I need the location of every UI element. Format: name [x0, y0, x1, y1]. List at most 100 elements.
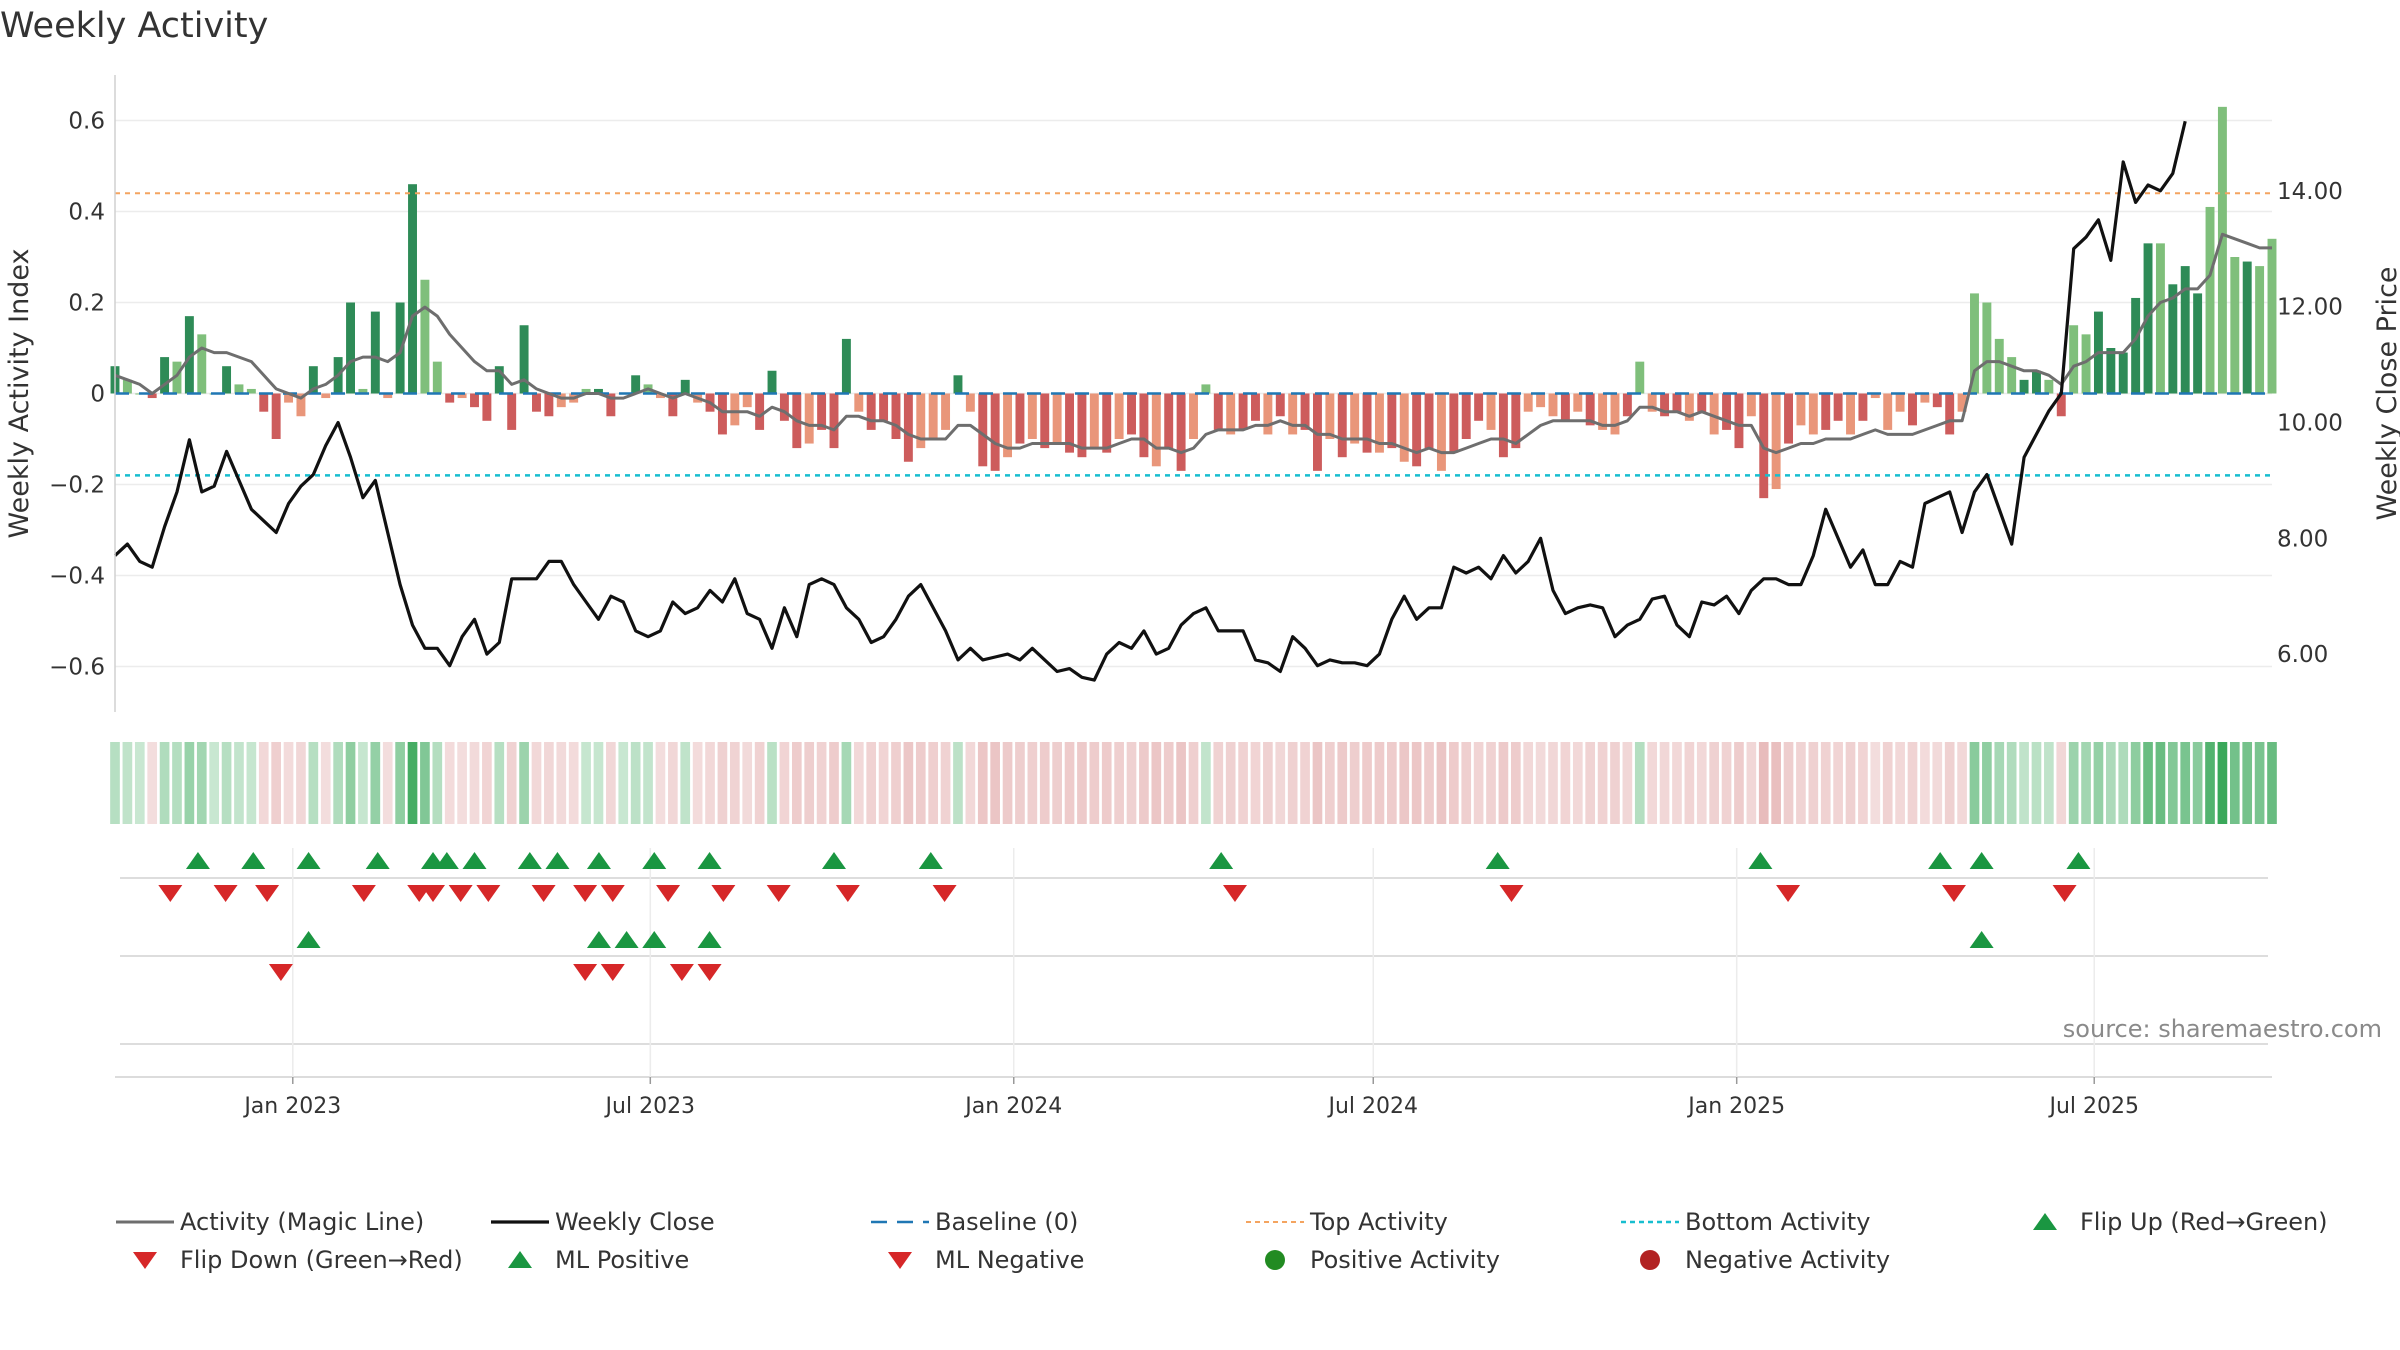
- activity-bar: [1957, 393, 1967, 412]
- activity-bar: [1722, 393, 1732, 430]
- activity-bar: [147, 393, 157, 399]
- legend-item-top: Top Activity: [1240, 1205, 1448, 1237]
- activity-bar: [841, 338, 851, 394]
- activity-bar: [1808, 393, 1818, 435]
- heat-cell: [395, 742, 405, 824]
- heat-cell: [2081, 742, 2091, 824]
- flip-up-marker: [1485, 852, 1510, 869]
- flip-down-marker: [835, 885, 860, 902]
- heat-cell: [1535, 742, 1546, 824]
- activity-bar: [1771, 393, 1781, 490]
- activity-bar: [1424, 393, 1434, 449]
- heat-cell: [1585, 742, 1596, 824]
- heat-cell: [2155, 742, 2166, 824]
- activity-bar: [1883, 393, 1893, 430]
- heat-cell: [953, 742, 963, 824]
- heat-cell: [1114, 742, 1124, 824]
- legend-label: ML Negative: [935, 1246, 1085, 1274]
- legend-symbol-icon: [491, 1220, 549, 1224]
- activity-bar: [903, 393, 913, 462]
- activity-bar: [532, 393, 541, 412]
- activity-bar: [1275, 393, 1285, 417]
- heat-cell: [804, 742, 815, 824]
- heat-cell: [1498, 742, 1509, 824]
- heat-cell: [221, 742, 232, 824]
- heat-cell: [1796, 742, 1806, 824]
- heat-cell: [1275, 742, 1286, 824]
- legend-item-flip-up: Flip Up (Red→Green): [2010, 1205, 2328, 1237]
- flip-down-marker: [600, 885, 625, 902]
- legend-symbol-icon: [1640, 1250, 1660, 1270]
- activity-bar: [2019, 379, 2029, 394]
- heat-cell: [1659, 742, 1670, 824]
- flip-down-marker: [1941, 885, 1966, 902]
- heat-cell: [1510, 742, 1521, 824]
- activity-bar: [829, 393, 839, 449]
- activity-bar: [1461, 393, 1471, 439]
- activity-bars: [110, 106, 2277, 499]
- heat-cell: [1312, 742, 1323, 824]
- heat-cell: [965, 742, 976, 824]
- activity-bar: [2168, 284, 2178, 394]
- activity-bar: [1833, 393, 1843, 421]
- activity-bar: [2044, 379, 2054, 394]
- heat-cell: [2056, 742, 2067, 824]
- activity-bar: [1610, 393, 1620, 435]
- activity-bar: [1932, 393, 1942, 408]
- heat-cell: [2217, 742, 2228, 824]
- flip-up-marker: [918, 852, 943, 869]
- heat-cell: [556, 742, 567, 824]
- heat-cell: [172, 742, 182, 824]
- heat-cell: [196, 742, 207, 824]
- heat-cell: [1957, 742, 1967, 824]
- activity-bar: [482, 393, 492, 421]
- heat-cell: [1002, 742, 1013, 824]
- heat-cell: [147, 742, 158, 824]
- activity-bar: [2230, 257, 2240, 394]
- activity-bar: [1114, 393, 1124, 439]
- activity-bar: [1288, 393, 1298, 435]
- activity-bar: [1920, 393, 1930, 403]
- activity-bar: [2217, 106, 2227, 394]
- legend-label: Negative Activity: [1685, 1246, 1891, 1274]
- activity-bar: [928, 393, 938, 439]
- heat-cell: [110, 742, 120, 824]
- legend-item-baseline: Baseline (0): [865, 1205, 1078, 1237]
- heat-cell: [1858, 742, 1868, 824]
- activity-bar: [1300, 393, 1310, 430]
- heat-cell: [1250, 742, 1261, 824]
- heat-cell: [494, 742, 505, 824]
- axes: 0.6 0.4 0.2 0 −0.2 −0.4 −0.6 14.00 12.00 10.00 8.0…: [4, 75, 2400, 712]
- activity-bar: [1858, 393, 1868, 421]
- activity-bar: [470, 393, 479, 408]
- activity-bar: [1127, 393, 1136, 435]
- activity-bar: [804, 393, 814, 444]
- heat-cell: [506, 742, 517, 824]
- legend-label: ML Positive: [555, 1246, 690, 1274]
- heat-cell: [1300, 742, 1310, 824]
- heat-cell: [1263, 742, 1273, 824]
- activity-bar: [2118, 352, 2128, 394]
- activity-bar: [916, 393, 926, 449]
- heat-cell: [1969, 742, 1980, 824]
- legend-item-magic: Activity (Magic Line): [110, 1205, 424, 1237]
- heat-cell: [1870, 742, 1881, 824]
- activity-bar: [817, 393, 827, 430]
- heat-cell: [1734, 742, 1744, 824]
- activity-bar: [246, 388, 256, 394]
- x-tick-label: Jul 2023: [604, 1094, 696, 1119]
- heat-cell: [246, 742, 257, 824]
- left-tick-label: −0.6: [49, 655, 105, 681]
- flip-up-marker: [2066, 852, 2091, 869]
- activity-bar: [321, 393, 331, 399]
- heat-cell: [1448, 742, 1459, 824]
- heat-cell: [2019, 742, 2029, 824]
- heat-cell: [333, 742, 343, 824]
- activity-bar: [234, 384, 244, 394]
- activity-bar: [494, 366, 504, 394]
- activity-bar: [1189, 393, 1198, 439]
- heat-cell: [1597, 742, 1608, 824]
- heat-cell: [420, 742, 430, 824]
- activity-bar: [2180, 266, 2190, 394]
